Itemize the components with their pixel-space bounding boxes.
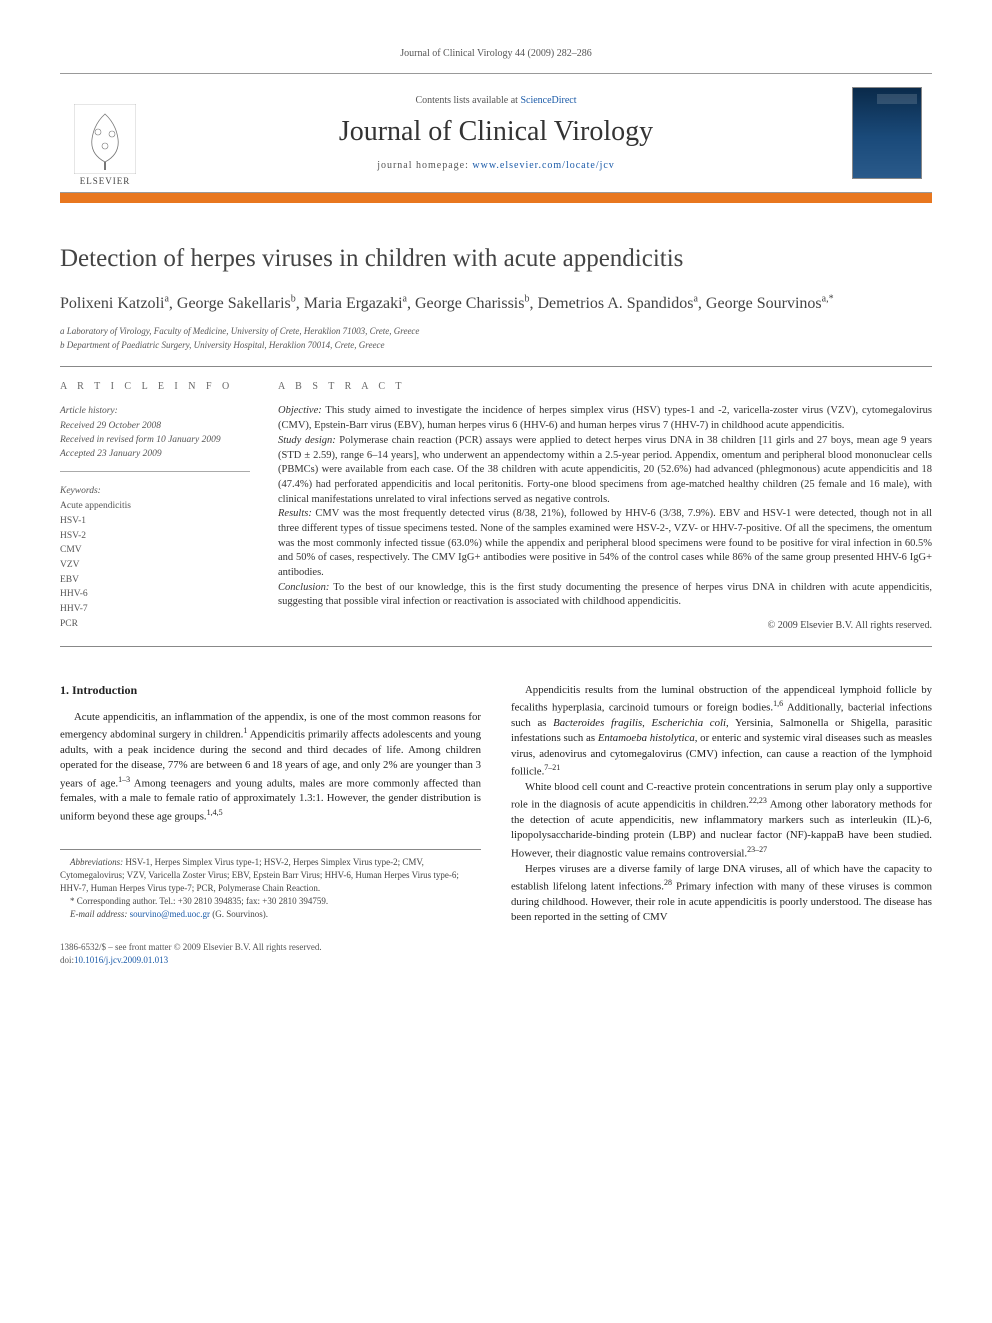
keyword-item: HHV-7 [60, 604, 88, 614]
email-label: E-mail address: [70, 909, 127, 919]
journal-name: Journal of Clinical Virology [150, 116, 842, 148]
cover-thumb-wrap [842, 87, 932, 179]
abstract-seg-label: Conclusion: [278, 582, 329, 593]
keyword-item: HSV-2 [60, 531, 86, 541]
issn-doi-block: 1386-6532/$ – see front matter © 2009 El… [60, 941, 481, 966]
abstract-seg-label: Objective: [278, 405, 322, 416]
abstract-seg-text: Polymerase chain reaction (PCR) assays w… [278, 435, 932, 505]
corr-text: Corresponding author. Tel.: +30 2810 394… [75, 896, 329, 906]
abstract-text: Objective: This study aimed to investiga… [278, 404, 932, 610]
elsevier-tree-icon [74, 104, 136, 174]
divider [60, 646, 932, 647]
keywords-block: Keywords: Acute appendicitis HSV-1 HSV-2… [60, 484, 250, 631]
masthead-center: Contents lists available at ScienceDirec… [150, 80, 842, 186]
affiliation-item: a Laboratory of Virology, Faculty of Med… [60, 325, 932, 339]
doi-link[interactable]: 10.1016/j.jcv.2009.01.013 [74, 955, 168, 965]
homepage-prefix: journal homepage: [377, 160, 472, 171]
publisher-block: ELSEVIER [60, 80, 150, 186]
corresponding-author-footnote: * Corresponding author. Tel.: +30 2810 3… [60, 895, 481, 908]
section-heading: 1. Introduction [60, 683, 481, 698]
history-line: Received 29 October 2008 [60, 421, 161, 431]
body-right-column: Appendicitis results from the luminal ob… [511, 683, 932, 967]
body-left-column: 1. Introduction Acute appendicitis, an i… [60, 683, 481, 967]
homepage-link[interactable]: www.elsevier.com/locate/jcv [472, 160, 614, 171]
issn-line: 1386-6532/$ – see front matter © 2009 El… [60, 941, 481, 954]
article-history-block: Article history: Received 29 October 200… [60, 404, 250, 472]
email-footnote: E-mail address: sourvino@med.uoc.gr (G. … [60, 908, 481, 921]
running-header: Journal of Clinical Virology 44 (2009) 2… [60, 48, 932, 59]
email-link[interactable]: sourvino@med.uoc.gr [127, 909, 210, 919]
keyword-item: HSV-1 [60, 516, 86, 526]
history-line: Accepted 23 January 2009 [60, 449, 162, 459]
body-paragraph: Appendicitis results from the luminal ob… [511, 683, 932, 780]
footnotes-block: Abbreviations: HSV-1, Herpes Simplex Vir… [60, 849, 481, 921]
affiliation-item: b Department of Paediatric Surgery, Univ… [60, 339, 932, 353]
keyword-item: Acute appendicitis [60, 501, 131, 511]
abstract-seg-text: This study aimed to investigate the inci… [278, 405, 932, 431]
keyword-item: HHV-6 [60, 589, 88, 599]
email-person: (G. Sourvinos). [210, 909, 268, 919]
history-label: Article history: [60, 404, 250, 418]
keyword-item: PCR [60, 619, 78, 629]
abstract-seg-label: Study design: [278, 435, 336, 446]
contents-available-line: Contents lists available at ScienceDirec… [150, 95, 842, 106]
page-root: Journal of Clinical Virology 44 (2009) 2… [0, 0, 992, 1006]
abbreviations-footnote: Abbreviations: HSV-1, Herpes Simplex Vir… [60, 856, 481, 895]
author-list: Polixeni Katzolia, George Sakellarisb, M… [60, 292, 932, 315]
abstract-seg-label: Results: [278, 508, 312, 519]
keywords-label: Keywords: [60, 484, 250, 499]
doi-line: doi:10.1016/j.jcv.2009.01.013 [60, 954, 481, 967]
journal-homepage-line: journal homepage: www.elsevier.com/locat… [150, 160, 842, 171]
article-info-heading: A R T I C L E I N F O [60, 381, 250, 392]
abbrev-label: Abbreviations: [70, 857, 123, 867]
article-title: Detection of herpes viruses in children … [60, 243, 932, 274]
keyword-item: VZV [60, 560, 80, 570]
history-line: Received in revised form 10 January 2009 [60, 435, 221, 445]
masthead: ELSEVIER Contents lists available at Sci… [60, 73, 932, 193]
abstract-heading: A B S T R A C T [278, 381, 932, 392]
sciencedirect-link[interactable]: ScienceDirect [520, 95, 576, 106]
abstract-copyright: © 2009 Elsevier B.V. All rights reserved… [278, 620, 932, 631]
abstract-seg-text: To the best of our knowledge, this is th… [278, 582, 932, 608]
journal-cover-thumbnail [852, 87, 922, 179]
section-number: 1. [60, 683, 69, 697]
affiliation-list: a Laboratory of Virology, Faculty of Med… [60, 325, 932, 352]
keyword-item: EBV [60, 575, 79, 585]
body-paragraph: Acute appendicitis, an inflammation of t… [60, 710, 481, 825]
publisher-name: ELSEVIER [80, 176, 131, 186]
abstract-seg-text: CMV was the most frequently detected vir… [278, 508, 932, 578]
abstract-column: A B S T R A C T Objective: This study ai… [278, 381, 932, 631]
doi-prefix: doi: [60, 955, 74, 965]
accent-bar [60, 193, 932, 203]
section-title: Introduction [72, 683, 137, 697]
body-paragraph: White blood cell count and C-reactive pr… [511, 780, 932, 862]
body-two-columns: 1. Introduction Acute appendicitis, an i… [60, 683, 932, 967]
body-paragraph: Herpes viruses are a diverse family of l… [511, 862, 932, 926]
article-info-column: A R T I C L E I N F O Article history: R… [60, 381, 250, 631]
contents-prefix: Contents lists available at [415, 95, 520, 106]
info-abstract-row: A R T I C L E I N F O Article history: R… [60, 367, 932, 645]
keyword-item: CMV [60, 545, 82, 555]
